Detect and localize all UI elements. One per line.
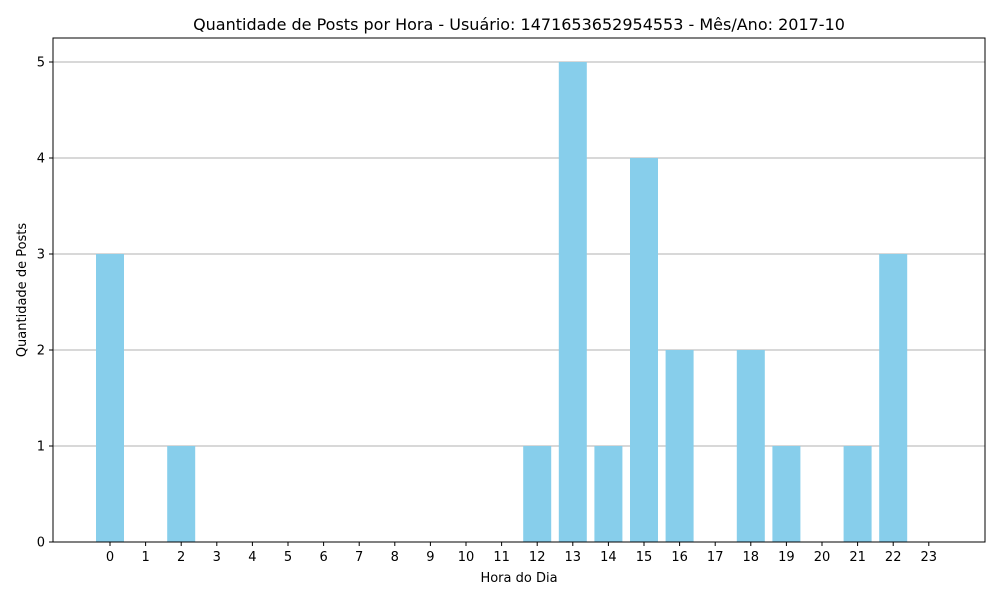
bar-hour-15 [630,158,658,542]
x-tick-label: 20 [814,550,831,565]
x-tick-label: 2 [177,550,185,565]
y-axis-title: Quantidade de Posts [15,223,30,358]
x-tick-label: 21 [849,550,866,565]
x-tick-label: 0 [106,550,114,565]
x-tick-label: 8 [391,550,399,565]
x-tick-label: 4 [248,550,256,565]
x-tick-label: 16 [671,550,688,565]
y-tick-label: 5 [37,56,45,71]
bar-hour-16 [665,350,694,542]
y-tick-label: 3 [37,248,45,263]
x-tick-label: 11 [493,550,510,565]
bar-hour-2 [167,446,196,542]
x-tick-label: 6 [319,550,327,565]
x-tick-label: 18 [743,550,760,565]
x-tick-label: 13 [565,550,582,565]
bar-hour-13 [558,62,587,542]
x-tick-label: 17 [707,550,724,565]
y-axis-ticks: 0 1 2 3 4 5 [37,56,53,551]
x-tick-label: 5 [284,550,292,565]
chart-title: Quantidade de Posts por Hora - Usuário: … [193,15,845,34]
bars [96,62,908,542]
bar-hour-0 [96,254,124,542]
x-axis-title: Hora do Dia [480,571,557,586]
x-tick-label: 3 [213,550,221,565]
bar-hour-18 [736,350,765,542]
x-tick-label: 9 [426,550,434,565]
bar-hour-22 [879,254,908,542]
x-tick-label: 14 [600,550,617,565]
x-tick-label: 10 [458,550,475,565]
x-tick-label: 12 [529,550,546,565]
y-tick-label: 2 [37,344,45,359]
x-tick-label: 1 [141,550,149,565]
y-tick-label: 1 [37,440,45,455]
x-axis-ticks: 0 1 2 3 4 5 6 7 8 9 10 11 12 13 14 15 16 17 18 19 20 21 22 23 [106,542,937,565]
bar-hour-14 [594,446,623,542]
x-tick-label: 23 [921,550,938,565]
plot-area-frame [52,37,986,543]
x-tick-label: 15 [636,550,653,565]
x-tick-label: 19 [778,550,795,565]
bar-hour-12 [523,446,552,542]
bar-hour-19 [772,446,801,542]
x-tick-label: 7 [355,550,363,565]
bar-hour-21 [843,446,872,542]
y-tick-label: 4 [37,152,45,167]
y-tick-label: 0 [37,536,45,551]
x-tick-label: 22 [885,550,902,565]
